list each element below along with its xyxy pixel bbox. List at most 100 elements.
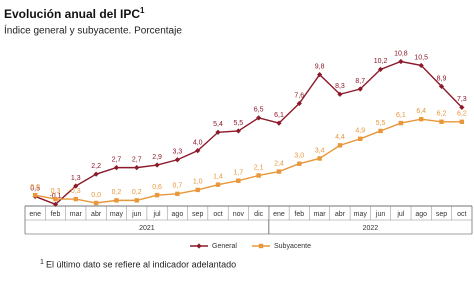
data-point xyxy=(195,187,200,193)
data-label: 6,1 xyxy=(396,112,406,119)
data-label: 2,9 xyxy=(152,154,162,161)
data-label: 6,2 xyxy=(437,111,447,118)
x-tick-label: sep xyxy=(192,211,203,218)
data-point xyxy=(93,171,99,177)
title-note-mark: 1 xyxy=(140,6,145,15)
title-text: Evolución anual del IPC xyxy=(4,7,140,21)
x-tick-label: jun xyxy=(131,211,141,218)
data-point xyxy=(154,192,160,198)
x-tick-label: ene xyxy=(273,211,285,218)
data-point xyxy=(459,104,465,110)
data-label: 2,7 xyxy=(132,156,142,163)
data-label: 2,1 xyxy=(254,164,264,171)
data-label: 2,4 xyxy=(274,160,284,167)
x-tick-label: sep xyxy=(436,211,447,218)
x-tick-label: may xyxy=(110,211,124,218)
x-tick-label: oct xyxy=(213,211,222,218)
x-tick-label: ago xyxy=(415,211,427,218)
data-point xyxy=(134,165,140,171)
data-label: 8,7 xyxy=(355,78,365,85)
data-label: 4,0 xyxy=(193,139,203,146)
data-point xyxy=(317,156,322,161)
data-label: 3,4 xyxy=(315,147,325,154)
data-point xyxy=(357,86,363,92)
data-point xyxy=(418,62,424,69)
data-point xyxy=(175,191,180,197)
data-point xyxy=(276,120,282,126)
data-label: 0,0 xyxy=(91,192,101,199)
x-tick-label: mar xyxy=(70,211,83,218)
data-label: 4,4 xyxy=(335,134,345,141)
data-point xyxy=(439,119,444,124)
data-point xyxy=(297,161,302,166)
data-point xyxy=(256,173,261,178)
x-tick-label: may xyxy=(354,211,368,218)
data-label: 1,3 xyxy=(71,175,81,182)
data-point xyxy=(215,182,221,187)
data-point xyxy=(378,128,383,134)
data-point xyxy=(358,136,363,142)
x-tick-label: nov xyxy=(233,211,245,218)
data-label: 1,7 xyxy=(233,170,243,177)
data-label: 0,3 xyxy=(51,188,61,195)
data-label: 6,2 xyxy=(457,111,467,118)
chart-title: Evolución anual del IPC1 xyxy=(4,6,145,21)
data-label: 3,0 xyxy=(294,153,304,160)
data-label: 0,7 xyxy=(173,183,183,190)
data-point xyxy=(337,91,343,97)
data-label: 6,5 xyxy=(254,107,264,114)
data-point xyxy=(52,201,59,207)
x-tick-label: ene xyxy=(29,211,41,218)
year-label: 2022 xyxy=(363,225,379,232)
data-point xyxy=(459,119,465,124)
data-label: 6,4 xyxy=(416,108,426,115)
data-point xyxy=(73,196,78,202)
series-line xyxy=(34,60,463,206)
data-point xyxy=(235,128,241,134)
data-point xyxy=(377,66,384,72)
footnote: El último dato se refiere al indicador a… xyxy=(46,259,236,269)
data-label: 0,5 xyxy=(30,185,40,192)
data-point xyxy=(113,165,120,171)
data-label: 7,3 xyxy=(457,96,467,103)
data-label: 8,9 xyxy=(437,75,447,82)
data-label: 9,8 xyxy=(315,63,325,70)
legend-marker xyxy=(258,243,264,249)
x-tick-label: dic xyxy=(254,211,263,218)
x-tick-label: jul xyxy=(153,211,161,218)
data-label: 5,4 xyxy=(213,121,223,128)
data-label: 8,3 xyxy=(335,83,345,90)
x-tick-label: mar xyxy=(314,211,327,218)
data-label: 0,2 xyxy=(112,189,122,196)
data-point xyxy=(256,115,262,121)
x-tick-label: feb xyxy=(51,211,61,218)
x-tick-label: abr xyxy=(91,211,102,218)
x-tick-label: jul xyxy=(396,211,404,218)
data-point xyxy=(215,129,221,135)
data-label: 0,3 xyxy=(71,188,81,195)
x-tick-label: abr xyxy=(335,211,346,218)
data-point xyxy=(337,143,343,148)
series-line xyxy=(35,118,462,204)
data-label: 10,8 xyxy=(394,50,408,57)
data-point xyxy=(93,200,99,206)
x-tick-label: oct xyxy=(457,211,466,218)
data-point xyxy=(419,116,424,122)
chart-subtitle: Índice general y subyacente. Porcentaje xyxy=(4,24,182,37)
data-label: 0,6 xyxy=(152,184,162,191)
footnote-mark: 1 xyxy=(40,259,44,266)
data-label: 2,2 xyxy=(91,163,101,170)
data-label: 2,7 xyxy=(112,156,122,163)
data-point xyxy=(398,120,404,126)
data-label: 5,5 xyxy=(233,120,243,127)
data-label: 4,9 xyxy=(355,128,365,135)
data-point xyxy=(114,198,119,203)
data-point xyxy=(154,162,160,168)
year-label: 2021 xyxy=(139,225,155,232)
x-tick-label: feb xyxy=(294,211,304,218)
data-label: 7,6 xyxy=(294,92,304,99)
data-label: 6,1 xyxy=(274,112,284,119)
data-label: 10,5 xyxy=(414,54,428,61)
data-point xyxy=(276,169,282,174)
